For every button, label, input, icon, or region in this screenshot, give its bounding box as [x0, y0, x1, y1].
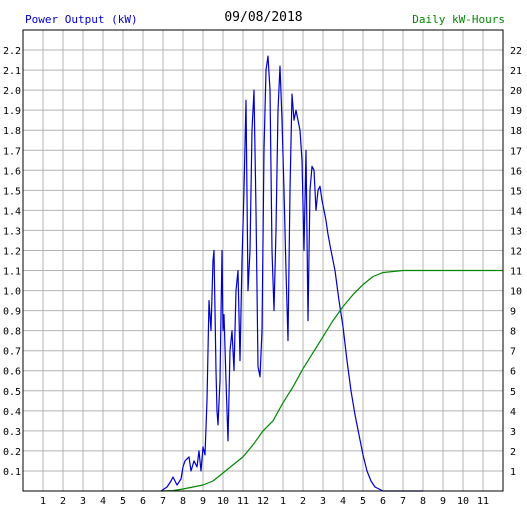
y-right-tick-label: 16 — [510, 166, 522, 177]
y-right-tick-label: 11 — [510, 267, 522, 278]
y-right-tick-label: 17 — [510, 146, 522, 157]
y-right-tick-label: 6 — [510, 367, 516, 378]
x-tick-label: 9 — [440, 496, 446, 507]
y-left-tick-label: 1.4 — [3, 206, 21, 217]
y-left-tick-label: 0.3 — [3, 427, 21, 438]
x-tick-label: 3 — [80, 496, 86, 507]
y-right-tick-label: 14 — [510, 206, 522, 217]
y-right-tick-label: 10 — [510, 287, 522, 298]
y-right-tick-label: 7 — [510, 347, 516, 358]
x-tick-label: 6 — [140, 496, 146, 507]
x-tick-label: 4 — [340, 496, 346, 507]
y-right-tick-label: 9 — [510, 307, 516, 318]
y-right-tick-label: 12 — [510, 246, 522, 257]
y-left-tick-label: 1.1 — [3, 267, 21, 278]
energy-series-line — [160, 269, 503, 492]
x-tick-label: 11 — [237, 496, 249, 507]
right-axis-title: Daily kW-Hours — [412, 13, 505, 26]
y-left-tick-label: 2.0 — [3, 86, 21, 97]
y-left-tick-label: 1.3 — [3, 226, 21, 237]
y-right-tick-label: 8 — [510, 327, 516, 338]
x-tick-label: 9 — [200, 496, 206, 507]
y-left-tick-label: 0.6 — [3, 367, 21, 378]
x-tick-label: 11 — [477, 496, 489, 507]
plot-frame — [22, 29, 504, 492]
x-tick-label: 7 — [160, 496, 166, 507]
series-lines — [160, 55, 503, 492]
y-left-tick-label: 0.9 — [3, 307, 21, 318]
y-right-tick-label: 1 — [510, 467, 516, 478]
y-left-tick-label: 0.5 — [3, 387, 21, 398]
y-right-tick-label: 5 — [510, 387, 516, 398]
y-left-tick-label: 0.7 — [3, 347, 21, 358]
y-right-tick-label: 4 — [510, 407, 516, 418]
x-tick-label: 6 — [380, 496, 386, 507]
x-tick-label: 4 — [100, 496, 106, 507]
x-tick-label: 1 — [40, 496, 46, 507]
y-left-tick-label: 1.2 — [3, 246, 21, 257]
y-right-tick-label: 15 — [510, 186, 522, 197]
x-tick-label: 3 — [320, 496, 326, 507]
x-tick-label: 12 — [257, 496, 269, 507]
tick-labels: 1 2 3 4 5 6 7 8 9 10 11 12 1 2 3 4 5 6 7 8 9 10 110.10.20.30.4… — [3, 46, 522, 507]
y-right-tick-label: 3 — [510, 427, 516, 438]
x-tick-label: 5 — [120, 496, 126, 507]
x-tick-label: 5 — [360, 496, 366, 507]
y-left-tick-label: 0.2 — [3, 447, 21, 458]
y-right-tick-label: 19 — [510, 106, 522, 117]
x-tick-label: 1 — [280, 496, 286, 507]
y-right-tick-label: 22 — [510, 46, 522, 57]
x-tick-label: 2 — [60, 496, 66, 507]
y-left-tick-label: 0.8 — [3, 327, 21, 338]
y-right-tick-label: 20 — [510, 86, 522, 97]
x-tick-label: 2 — [300, 496, 306, 507]
y-left-tick-label: 1.8 — [3, 126, 21, 137]
left-axis-title: Power Output (kW) — [25, 13, 138, 26]
x-tick-label: 8 — [420, 496, 426, 507]
y-right-tick-label: 21 — [510, 66, 522, 77]
y-left-tick-label: 0.4 — [3, 407, 21, 418]
y-left-tick-label: 1.6 — [3, 166, 21, 177]
x-tick-label: 10 — [217, 496, 229, 507]
power-series-line — [160, 55, 423, 492]
y-left-tick-label: 1.5 — [3, 186, 21, 197]
y-left-tick-label: 0.1 — [3, 467, 21, 478]
y-left-tick-label: 1.7 — [3, 146, 21, 157]
y-left-tick-label: 2.2 — [3, 46, 21, 57]
y-left-tick-label: 1.9 — [3, 106, 21, 117]
y-left-tick-label: 1.0 — [3, 287, 21, 298]
x-tick-label: 7 — [400, 496, 406, 507]
y-right-tick-label: 13 — [510, 226, 522, 237]
y-left-tick-label: 2.1 — [3, 66, 21, 77]
y-right-tick-label: 18 — [510, 126, 522, 137]
x-tick-label: 8 — [180, 496, 186, 507]
x-tick-label: 10 — [457, 496, 469, 507]
y-right-tick-label: 2 — [510, 447, 516, 458]
chart-date: 09/08/2018 — [224, 10, 303, 25]
